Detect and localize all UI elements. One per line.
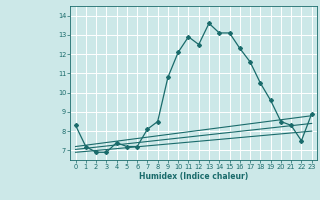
X-axis label: Humidex (Indice chaleur): Humidex (Indice chaleur) [139, 172, 248, 181]
